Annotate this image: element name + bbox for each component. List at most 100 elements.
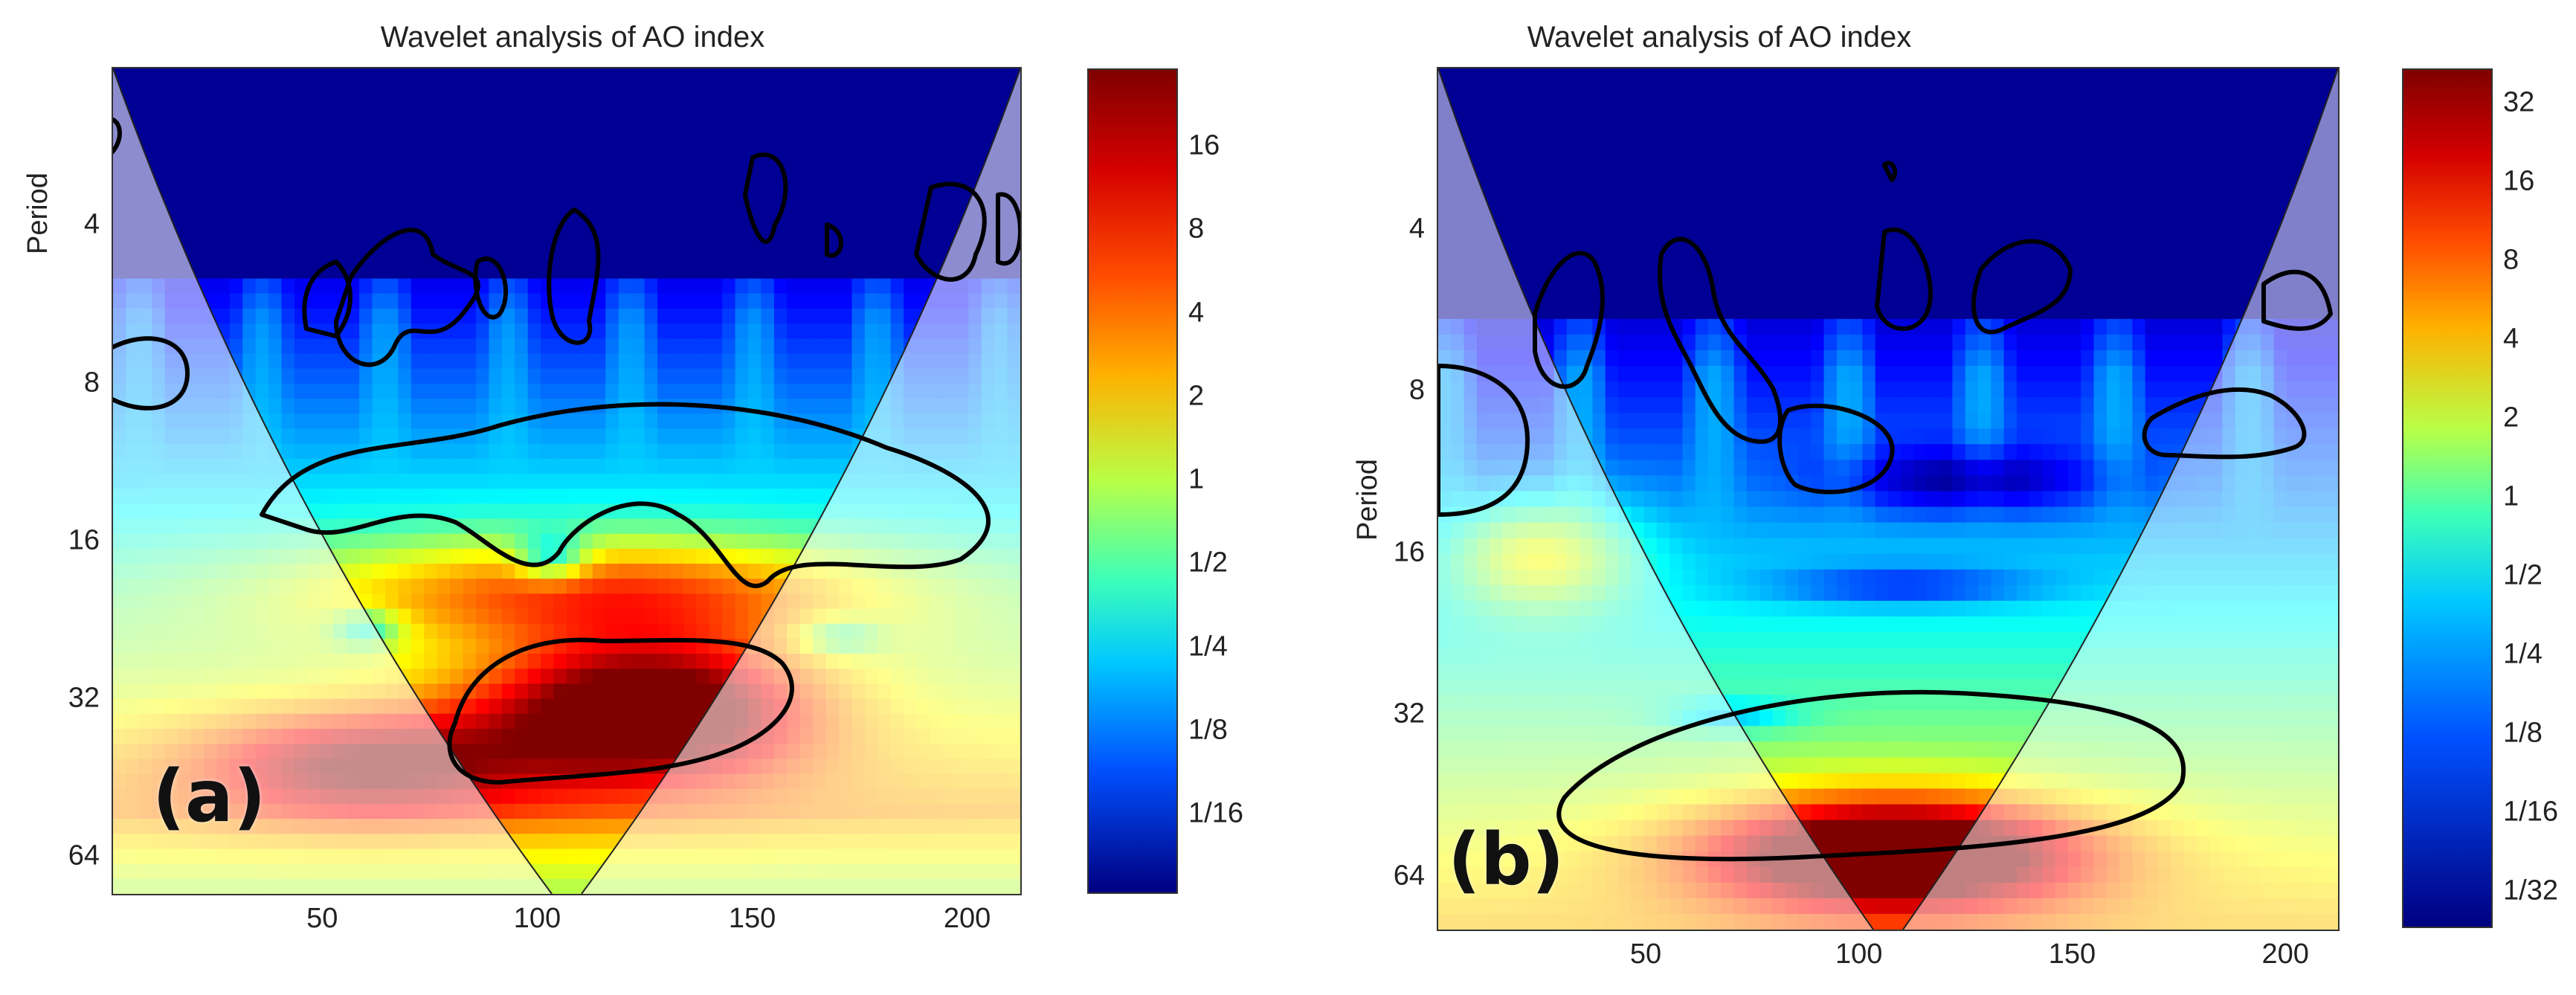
heatmap-cell	[579, 428, 593, 445]
heatmap-cell	[1849, 209, 1864, 226]
heatmap-cell	[579, 368, 593, 384]
heatmap-cell	[1631, 193, 1645, 210]
heatmap-cell	[904, 263, 918, 280]
heatmap-cell	[2222, 178, 2236, 195]
heatmap-cell	[644, 234, 658, 249]
heatmap-cell	[1541, 162, 1555, 178]
heatmap-cell	[2119, 209, 2134, 226]
heatmap-cell	[1759, 84, 1774, 100]
heatmap-cell	[722, 323, 736, 339]
heatmap-cell	[410, 248, 425, 264]
heatmap-cell	[346, 98, 360, 115]
heatmap-cell	[424, 654, 438, 669]
heatmap-cell	[851, 278, 866, 294]
heatmap-cell	[2248, 225, 2261, 242]
heatmap-cell	[2171, 256, 2185, 273]
heatmap-cell	[1631, 131, 1645, 147]
heatmap-cell	[229, 68, 243, 84]
heatmap-cell	[2081, 287, 2095, 304]
heatmap-cell	[281, 443, 295, 460]
heatmap-cell	[476, 744, 490, 759]
heatmap-cell	[1566, 115, 1580, 132]
heatmap-cell	[242, 158, 257, 174]
heatmap-cell	[2145, 162, 2159, 178]
heatmap-cell	[1566, 162, 1580, 178]
heatmap-cell	[1451, 100, 1465, 116]
heatmap-cell	[410, 413, 425, 429]
heatmap-cell	[1669, 256, 1684, 273]
heatmap-cell	[567, 698, 581, 715]
heatmap-cell	[346, 173, 360, 190]
heatmap-cell	[2158, 131, 2171, 147]
heatmap-cell	[1618, 256, 1632, 273]
heatmap-cell	[372, 399, 386, 414]
heatmap-cell	[242, 368, 257, 384]
significance-contour	[334, 228, 480, 367]
heatmap-cell	[1862, 178, 1876, 195]
heatmap-cell	[773, 548, 788, 564]
heatmap-cell	[644, 698, 658, 715]
heatmap-cell	[501, 518, 515, 535]
heatmap-cell	[605, 533, 619, 550]
heatmap-cell	[410, 548, 425, 564]
heatmap-cell	[307, 173, 321, 190]
heatmap-cell	[281, 428, 295, 445]
heatmap-cell	[579, 593, 593, 610]
heatmap-cell	[515, 263, 529, 280]
heatmap-cell	[1823, 225, 1838, 242]
heatmap-cell	[346, 428, 360, 445]
heatmap-cell	[2171, 178, 2185, 195]
heatmap-cell	[1978, 240, 1991, 257]
heatmap-cell	[618, 564, 632, 579]
heatmap-cell	[683, 293, 697, 309]
heatmap-cell	[942, 218, 956, 234]
heatmap-cell	[722, 654, 736, 669]
heatmap-cell	[2209, 100, 2224, 116]
heatmap-cell	[450, 654, 464, 669]
heatmap-cell	[839, 218, 853, 234]
heatmap-cell	[463, 669, 477, 685]
heatmap-cell	[618, 218, 632, 234]
heatmap-cell	[372, 263, 386, 280]
heatmap-cell	[2235, 225, 2249, 242]
heatmap-cell	[722, 173, 736, 190]
heatmap-cell	[1553, 193, 1568, 210]
heatmap-cell	[553, 713, 567, 730]
heatmap-cell	[1836, 193, 1850, 210]
heatmap-cell	[553, 128, 567, 144]
heatmap-cell	[2093, 115, 2108, 132]
heatmap-cell	[1733, 303, 1748, 320]
heatmap-cell	[398, 293, 412, 309]
heatmap-cell	[813, 278, 827, 294]
heatmap-cell	[553, 98, 567, 115]
heatmap-cell	[890, 173, 904, 190]
heatmap-cell	[268, 338, 283, 355]
heatmap-cell	[813, 489, 827, 504]
heatmap-cell	[773, 234, 788, 249]
heatmap-cell	[1695, 146, 1709, 163]
heatmap-cell	[631, 263, 645, 280]
heatmap-cell	[281, 173, 295, 190]
heatmap-cell	[1605, 178, 1619, 195]
heatmap-cell	[1862, 240, 1876, 257]
heatmap-cell	[2286, 115, 2300, 132]
heatmap-cell	[398, 623, 412, 640]
heatmap-cell	[178, 68, 192, 84]
heatmap-cell	[242, 113, 257, 129]
heatmap-cell	[851, 143, 866, 159]
heatmap-cell	[2222, 146, 2236, 163]
heatmap-cell	[515, 698, 529, 715]
heatmap-cell	[476, 234, 490, 249]
heatmap-cell	[2029, 115, 2044, 132]
heatmap-cell	[631, 98, 645, 115]
heatmap-cell	[851, 218, 866, 234]
heatmap-cell	[333, 473, 347, 489]
heatmap-cell	[359, 533, 373, 550]
heatmap-cell	[553, 443, 567, 460]
heatmap-cell	[1566, 193, 1580, 210]
heatmap-cell	[1991, 115, 2005, 132]
x-tick-label: 200	[943, 903, 991, 934]
heatmap-cell	[2029, 193, 2044, 210]
heatmap-cell	[333, 353, 347, 370]
heatmap-cell	[955, 98, 969, 115]
